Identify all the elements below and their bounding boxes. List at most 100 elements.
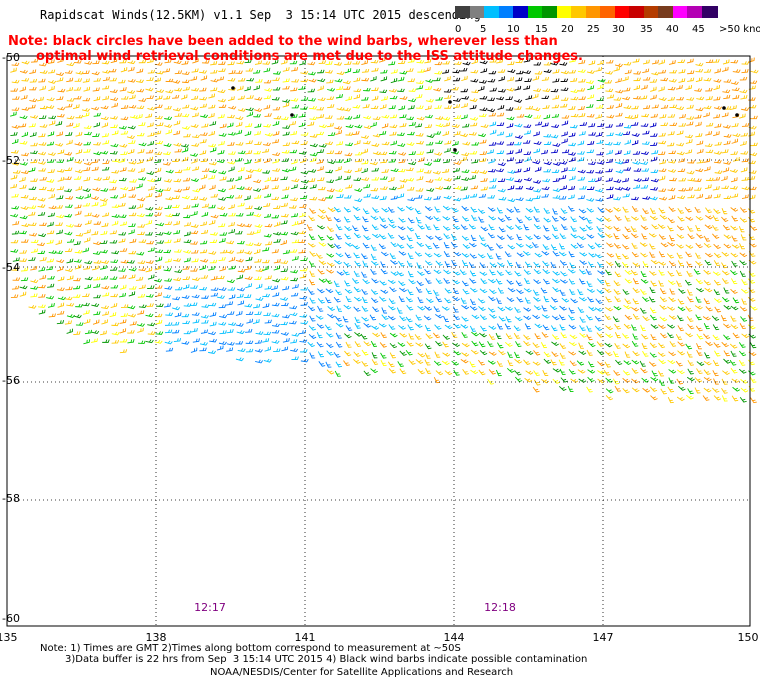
wind-barb — [370, 340, 378, 347]
wind-barb — [210, 292, 219, 297]
wind-barb — [613, 233, 620, 240]
wind-barb — [228, 204, 235, 210]
wind-barb — [730, 81, 739, 85]
wind-barb — [405, 316, 413, 323]
wind-barb — [479, 350, 488, 356]
wind-barb — [713, 114, 721, 119]
wind-barb — [174, 70, 183, 75]
wind-barb — [136, 79, 144, 83]
wind-barb — [361, 77, 370, 82]
wind-barb — [738, 359, 746, 366]
wind-barb — [551, 113, 560, 118]
wind-barb — [471, 159, 479, 164]
wind-barb — [425, 243, 433, 250]
wind-barb — [371, 359, 379, 365]
wind-barb — [415, 94, 423, 99]
wind-barb — [641, 177, 650, 182]
wind-barb — [614, 271, 622, 278]
wind-barb — [525, 207, 534, 213]
wind-barb — [390, 69, 398, 74]
wind-barb — [138, 176, 147, 181]
wind-barb — [272, 87, 281, 91]
wind-barb — [120, 116, 129, 121]
wind-barb — [387, 315, 396, 321]
wind-barb — [433, 253, 442, 258]
wind-barb — [597, 78, 606, 83]
wind-barb — [407, 289, 414, 296]
wind-barb — [488, 168, 496, 173]
wind-barb — [155, 331, 164, 335]
wind-barb — [19, 291, 27, 297]
wind-barb — [361, 68, 370, 73]
wind-barb — [703, 387, 712, 393]
wind-barb — [470, 234, 477, 241]
wind-barb — [669, 234, 675, 242]
wind-barb — [93, 151, 102, 156]
wind-barb — [137, 310, 145, 315]
wind-barb — [615, 103, 623, 109]
wind-barb — [696, 333, 704, 340]
wind-barb — [451, 360, 459, 366]
wind-barb — [696, 148, 704, 154]
wind-barb — [390, 140, 398, 146]
wind-barb — [622, 76, 629, 82]
wind-barb — [245, 340, 254, 344]
wind-barb — [532, 386, 540, 393]
wind-barb — [650, 86, 657, 92]
wind-barb — [19, 86, 27, 92]
wind-barb — [21, 60, 30, 65]
wind-barb — [370, 59, 379, 64]
wind-barb — [309, 352, 316, 359]
wind-barb — [748, 175, 756, 181]
wind-barb — [658, 86, 665, 92]
wind-barb — [533, 269, 542, 275]
wind-barb — [290, 67, 299, 72]
wind-barb — [56, 131, 64, 137]
wind-barb — [488, 369, 496, 375]
wind-barb — [128, 205, 137, 209]
wind-barb — [343, 207, 352, 213]
wind-barb — [748, 131, 755, 137]
wind-barb — [200, 158, 208, 163]
wind-barb — [65, 286, 73, 291]
wind-barb — [461, 304, 470, 310]
wind-barb — [524, 215, 533, 221]
wind-barb — [217, 76, 225, 81]
wind-barb — [254, 96, 263, 101]
wind-barb — [497, 323, 504, 330]
wind-barb — [633, 71, 642, 75]
wind-barb — [280, 202, 288, 208]
wind-barb — [460, 67, 468, 72]
wind-barb — [327, 207, 336, 213]
wind-barb — [327, 160, 336, 165]
wind-barb — [723, 94, 731, 100]
wind-barb — [363, 234, 371, 241]
wind-barb — [677, 341, 685, 347]
wind-barb — [622, 289, 630, 295]
wind-barb — [477, 253, 486, 259]
wind-barb — [739, 243, 745, 250]
wind-barb — [577, 288, 584, 295]
wind-barb — [696, 349, 703, 356]
wind-barb — [227, 77, 236, 82]
wind-barb — [387, 361, 395, 368]
wind-barb — [730, 324, 739, 330]
wind-barb — [254, 258, 262, 263]
wind-barb — [83, 141, 91, 146]
wind-barb — [246, 111, 254, 117]
wind-barb — [569, 334, 578, 340]
wind-barb — [280, 220, 288, 225]
wind-barb — [219, 330, 227, 335]
wind-barb — [327, 87, 336, 92]
wind-barb — [307, 71, 316, 76]
wind-barb — [163, 231, 172, 236]
wind-barb — [676, 106, 685, 111]
wind-barb — [741, 194, 749, 200]
wind-barb — [47, 303, 55, 308]
wind-barb — [570, 216, 578, 223]
wind-barb — [632, 333, 639, 340]
wind-barb — [246, 95, 254, 99]
wind-barb — [676, 151, 685, 156]
wind-barb — [668, 377, 675, 384]
wind-barb — [181, 147, 189, 153]
